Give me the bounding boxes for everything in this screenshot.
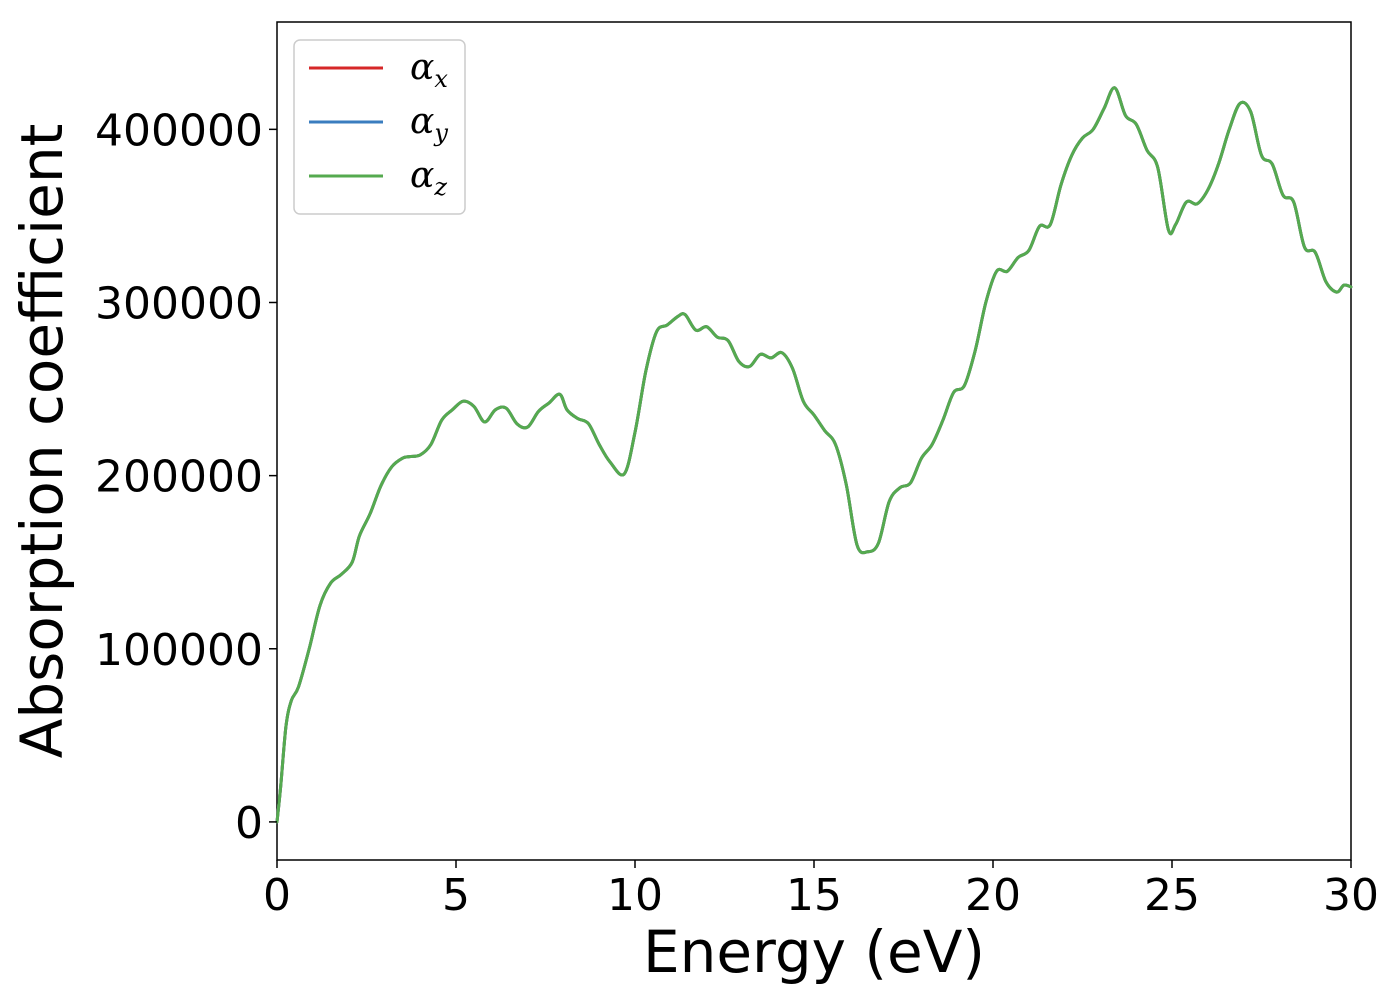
x-tick-label: 20: [965, 870, 1021, 921]
y-tick-label: 100000: [95, 625, 263, 676]
y-tick-label: 300000: [95, 278, 263, 329]
y-tick-label: 400000: [95, 105, 263, 156]
legend-label-alpha-z: αz: [410, 155, 447, 201]
x-tick-label: 15: [786, 870, 842, 921]
x-axis-label: Energy (eV): [643, 918, 985, 986]
legend-label-alpha-x: αx: [410, 47, 448, 93]
x-tick-label: 30: [1323, 870, 1379, 921]
x-tick-label: 5: [442, 870, 470, 921]
x-ticks: 0 5 10 15 20 25 30: [263, 860, 1379, 921]
legend-box: [293, 39, 466, 215]
y-ticks: 0 100000 200000 300000 400000: [95, 105, 277, 849]
y-axis-label: Absorption coefficient: [8, 124, 76, 759]
x-tick-label: 25: [1144, 870, 1200, 921]
y-tick-label: 200000: [95, 452, 263, 503]
x-tick-label: 10: [607, 870, 663, 921]
series-layer: [275, 86, 1353, 824]
legend-label-alpha-y: αy: [410, 101, 448, 147]
legend: αx αy αz: [293, 39, 466, 215]
x-tick-label: 0: [263, 870, 291, 921]
y-tick-label: 0: [235, 798, 263, 849]
series-line-alpha-z: [275, 86, 1353, 824]
